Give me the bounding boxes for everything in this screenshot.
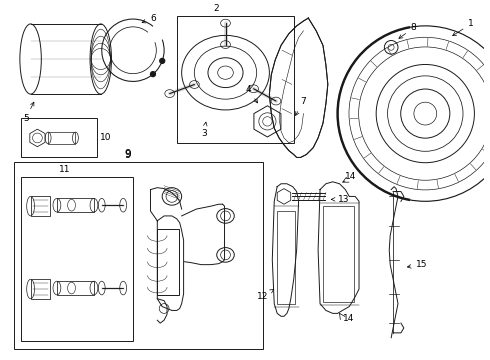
Text: 6: 6 <box>142 14 156 23</box>
Text: 8: 8 <box>399 23 416 39</box>
Text: 14: 14 <box>345 172 357 181</box>
Bar <box>323 206 354 302</box>
Text: 10: 10 <box>100 134 111 143</box>
Bar <box>157 229 179 295</box>
Text: 7: 7 <box>295 98 306 116</box>
Bar <box>21 177 133 341</box>
Bar <box>21 118 97 157</box>
Bar <box>277 211 294 303</box>
Text: 1: 1 <box>453 19 474 36</box>
Text: 9: 9 <box>125 150 131 160</box>
Bar <box>30 197 50 216</box>
Text: 11: 11 <box>59 165 71 174</box>
Bar <box>177 16 294 143</box>
Text: 2: 2 <box>213 4 219 13</box>
Text: 15: 15 <box>407 260 427 269</box>
Bar <box>57 198 94 212</box>
Text: 3: 3 <box>201 122 207 138</box>
Bar <box>14 162 263 350</box>
Bar <box>57 281 94 295</box>
Text: 14: 14 <box>343 314 354 323</box>
Circle shape <box>150 72 155 77</box>
Text: 13: 13 <box>331 195 349 204</box>
Text: 4: 4 <box>245 85 258 103</box>
Circle shape <box>160 58 165 63</box>
Bar <box>48 132 75 144</box>
Text: 9: 9 <box>125 149 131 159</box>
Bar <box>30 279 50 299</box>
Text: 12: 12 <box>257 289 273 301</box>
Text: 5: 5 <box>23 102 34 123</box>
